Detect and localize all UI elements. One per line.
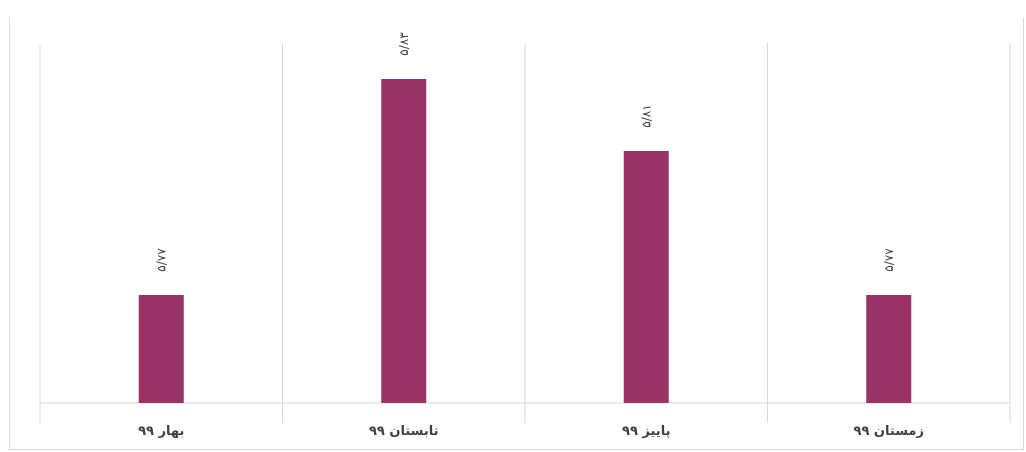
data-labels: ۵/۷۷ ۵/۸۳ ۵/۸۱ ۵/۷۷: [154, 32, 896, 272]
bar-1: [381, 79, 427, 403]
bar-3: [866, 295, 912, 403]
bar-0: [138, 295, 184, 403]
data-label-1: ۵/۸۳: [397, 32, 411, 56]
bar-chart: ۵/۷۷ ۵/۸۳ ۵/۸۱ ۵/۷۷ بهار ۹۹ تابستان ۹۹ پاییز …: [39, 32, 1011, 439]
chart-title-strip: [0, 0, 1026, 18]
data-label-3: ۵/۷۷: [882, 248, 896, 272]
bars: [138, 79, 912, 403]
gridlines: [39, 43, 1011, 423]
category-labels: بهار ۹۹ تابستان ۹۹ پاییز ۹۹ زمستان ۹۹: [138, 424, 924, 439]
chart-frame: ۵/۷۷ ۵/۸۳ ۵/۸۱ ۵/۷۷ بهار ۹۹ تابستان ۹۹ پاییز …: [9, 18, 1024, 450]
data-label-0: ۵/۷۷: [154, 248, 168, 272]
category-label-3: زمستان ۹۹: [854, 424, 924, 439]
category-label-0: بهار ۹۹: [138, 424, 184, 439]
category-label-2: پاییز ۹۹: [622, 424, 670, 439]
bar-2: [623, 151, 669, 403]
data-label-2: ۵/۸۱: [639, 104, 653, 127]
category-label-1: تابستان ۹۹: [369, 424, 439, 439]
